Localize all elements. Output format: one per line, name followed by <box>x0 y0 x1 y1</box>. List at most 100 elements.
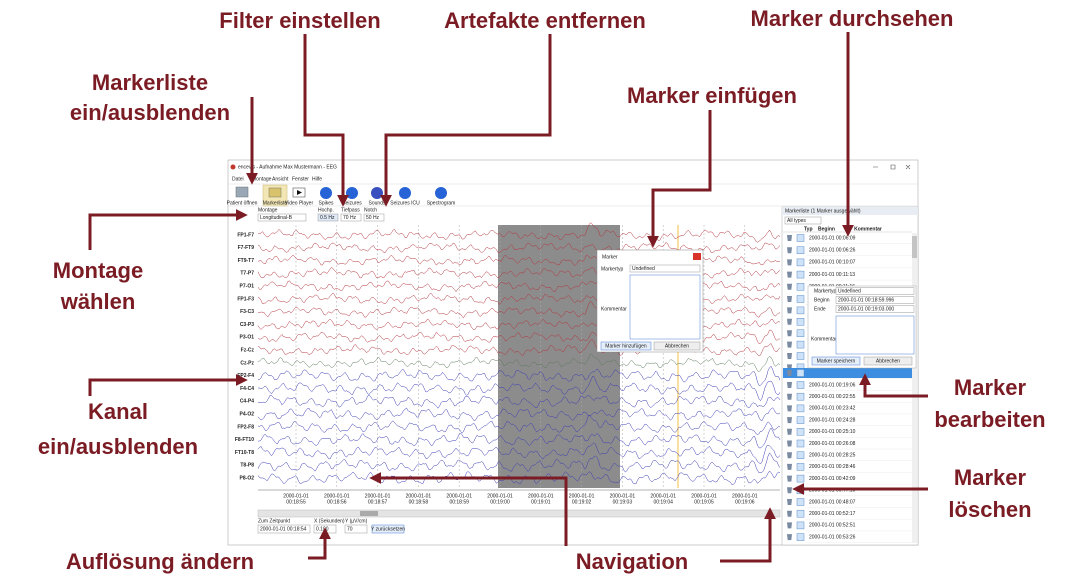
toolbar-icon[interactable] <box>269 188 281 197</box>
type-icon[interactable] <box>797 283 804 290</box>
delete-icon[interactable] <box>787 511 792 517</box>
channel-label[interactable]: F7-FT9 <box>238 245 255 251</box>
channel-label[interactable]: FP2-F4 <box>237 373 254 379</box>
toolbar-icon[interactable] <box>399 187 411 199</box>
channel-label[interactable]: Fz-Cz <box>241 348 255 354</box>
delete-icon[interactable] <box>787 284 792 290</box>
menu-item[interactable]: Montage <box>252 176 272 182</box>
channel-label[interactable]: P8-O2 <box>240 476 255 482</box>
button-label[interactable]: Abbrechen <box>665 343 689 349</box>
delete-icon[interactable] <box>787 394 792 400</box>
delete-icon[interactable] <box>787 429 792 435</box>
row-begin[interactable]: 2000-01-01 00:42:09 <box>809 476 856 482</box>
channel-label[interactable]: FP1-F7 <box>237 232 254 238</box>
row-begin[interactable]: 2000-01-01 00:52:51 <box>809 523 856 529</box>
delete-icon[interactable] <box>787 464 792 470</box>
channel-label[interactable]: T7-P7 <box>240 271 254 277</box>
row-begin[interactable]: 2000-01-01 00:23:42 <box>809 406 856 412</box>
type-icon[interactable] <box>797 247 804 254</box>
channel-label[interactable]: FP2-F8 <box>237 424 254 430</box>
delete-icon[interactable] <box>787 476 792 482</box>
toolbar-icon[interactable] <box>320 187 332 199</box>
row-begin[interactable]: 2000-01-01 00:26:08 <box>809 441 856 447</box>
scroll-thumb[interactable] <box>912 236 917 258</box>
row-begin[interactable]: 2000-01-01 00:11:13 <box>809 272 855 278</box>
type-icon[interactable] <box>797 382 804 389</box>
delete-icon[interactable] <box>787 235 792 241</box>
row-begin[interactable]: 2000-01-01 00:24:28 <box>809 417 856 423</box>
row-begin[interactable]: 2000-01-01 00:19:06 <box>809 382 856 388</box>
row-begin[interactable]: 2000-01-01 00:10:07 <box>809 260 856 266</box>
toolbar-label[interactable]: Patient öffnen <box>227 200 258 206</box>
delete-icon[interactable] <box>787 499 792 505</box>
toolbar-icon[interactable] <box>435 187 447 199</box>
row-begin[interactable]: 2000-01-01 00:06:26 <box>809 248 856 254</box>
channel-label[interactable]: FT9-T7 <box>238 258 255 264</box>
row-begin[interactable]: 2000-01-01 00:28:25 <box>809 453 856 459</box>
channel-label[interactable]: Cz-Pz <box>240 360 254 366</box>
toolbar-icon[interactable] <box>346 187 358 199</box>
row-begin[interactable]: 2000-01-01 00:22:55 <box>809 394 856 400</box>
type-icon[interactable] <box>797 370 804 377</box>
comment-input[interactable] <box>836 316 914 354</box>
delete-icon[interactable] <box>787 522 792 528</box>
delete-icon[interactable] <box>787 487 792 493</box>
type-icon[interactable] <box>797 296 804 303</box>
toolbar-label[interactable]: Spikes <box>318 200 334 206</box>
button-label[interactable]: Marker hinzufügen <box>605 343 647 349</box>
channel-label[interactable]: FT10-T8 <box>235 450 254 456</box>
type-icon[interactable] <box>797 353 804 360</box>
channel-label[interactable]: P4-O2 <box>240 412 255 418</box>
delete-icon[interactable] <box>787 307 792 313</box>
delete-icon[interactable] <box>787 534 792 540</box>
delete-icon[interactable] <box>787 319 792 325</box>
scrollbar[interactable] <box>258 510 780 517</box>
type-icon[interactable] <box>797 259 804 266</box>
toolbar-label[interactable]: Seizures ICU <box>390 200 420 206</box>
button-label[interactable]: Y zurücksetzen <box>371 526 405 532</box>
menu-item[interactable]: Ansicht <box>272 176 289 182</box>
scroll-thumb[interactable] <box>360 511 378 516</box>
button-label[interactable]: Abbrechen <box>876 358 900 364</box>
type-icon[interactable] <box>797 499 804 506</box>
row-begin[interactable]: 2000-01-01 00:53:26 <box>809 534 856 540</box>
channel-label[interactable]: F8-FT10 <box>235 437 254 443</box>
channel-label[interactable]: C3-P3 <box>240 322 254 328</box>
delete-icon[interactable] <box>787 330 792 336</box>
type-icon[interactable] <box>797 522 804 529</box>
type-icon[interactable] <box>797 428 804 435</box>
delete-icon[interactable] <box>787 247 792 253</box>
row-begin[interactable]: 2000-01-01 00:06:09 <box>809 235 856 241</box>
delete-icon[interactable] <box>787 353 792 359</box>
delete-icon[interactable] <box>787 296 792 302</box>
type-icon[interactable] <box>797 475 804 482</box>
delete-icon[interactable] <box>787 382 792 388</box>
type-icon[interactable] <box>797 330 804 337</box>
toolbar-icon[interactable] <box>236 187 248 197</box>
channel-label[interactable]: P3-O1 <box>240 335 255 341</box>
row-begin[interactable]: 2000-01-01 00:28:46 <box>809 464 856 470</box>
menu-item[interactable]: Fenster <box>292 176 309 182</box>
channel-label[interactable]: F4-C4 <box>240 386 254 392</box>
type-icon[interactable] <box>797 307 804 314</box>
delete-icon[interactable] <box>787 417 792 423</box>
type-icon[interactable] <box>797 452 804 459</box>
type-icon[interactable] <box>797 440 804 447</box>
delete-icon[interactable] <box>787 452 792 458</box>
toolbar-icon[interactable] <box>371 187 383 199</box>
channel-label[interactable]: FP1-F3 <box>237 296 254 302</box>
channel-label[interactable]: C4-P4 <box>240 399 254 405</box>
toolbar-label[interactable]: Markerliste <box>263 200 288 206</box>
delete-icon[interactable] <box>787 405 792 411</box>
channel-label[interactable]: P7-O1 <box>240 284 255 290</box>
delete-icon[interactable] <box>787 272 792 278</box>
type-icon[interactable] <box>797 341 804 348</box>
row-begin[interactable]: 2000-01-01 00:25:10 <box>809 429 856 435</box>
type-icon[interactable] <box>797 417 804 424</box>
row-begin[interactable]: 2000-01-01 00:48:07 <box>809 499 856 505</box>
toolbar-label[interactable]: Spectrogram <box>427 200 456 206</box>
channel-label[interactable]: T8-P8 <box>240 463 254 469</box>
delete-icon[interactable] <box>787 259 792 265</box>
delete-icon[interactable] <box>787 342 792 348</box>
channel-label[interactable]: F3-C3 <box>240 309 254 315</box>
